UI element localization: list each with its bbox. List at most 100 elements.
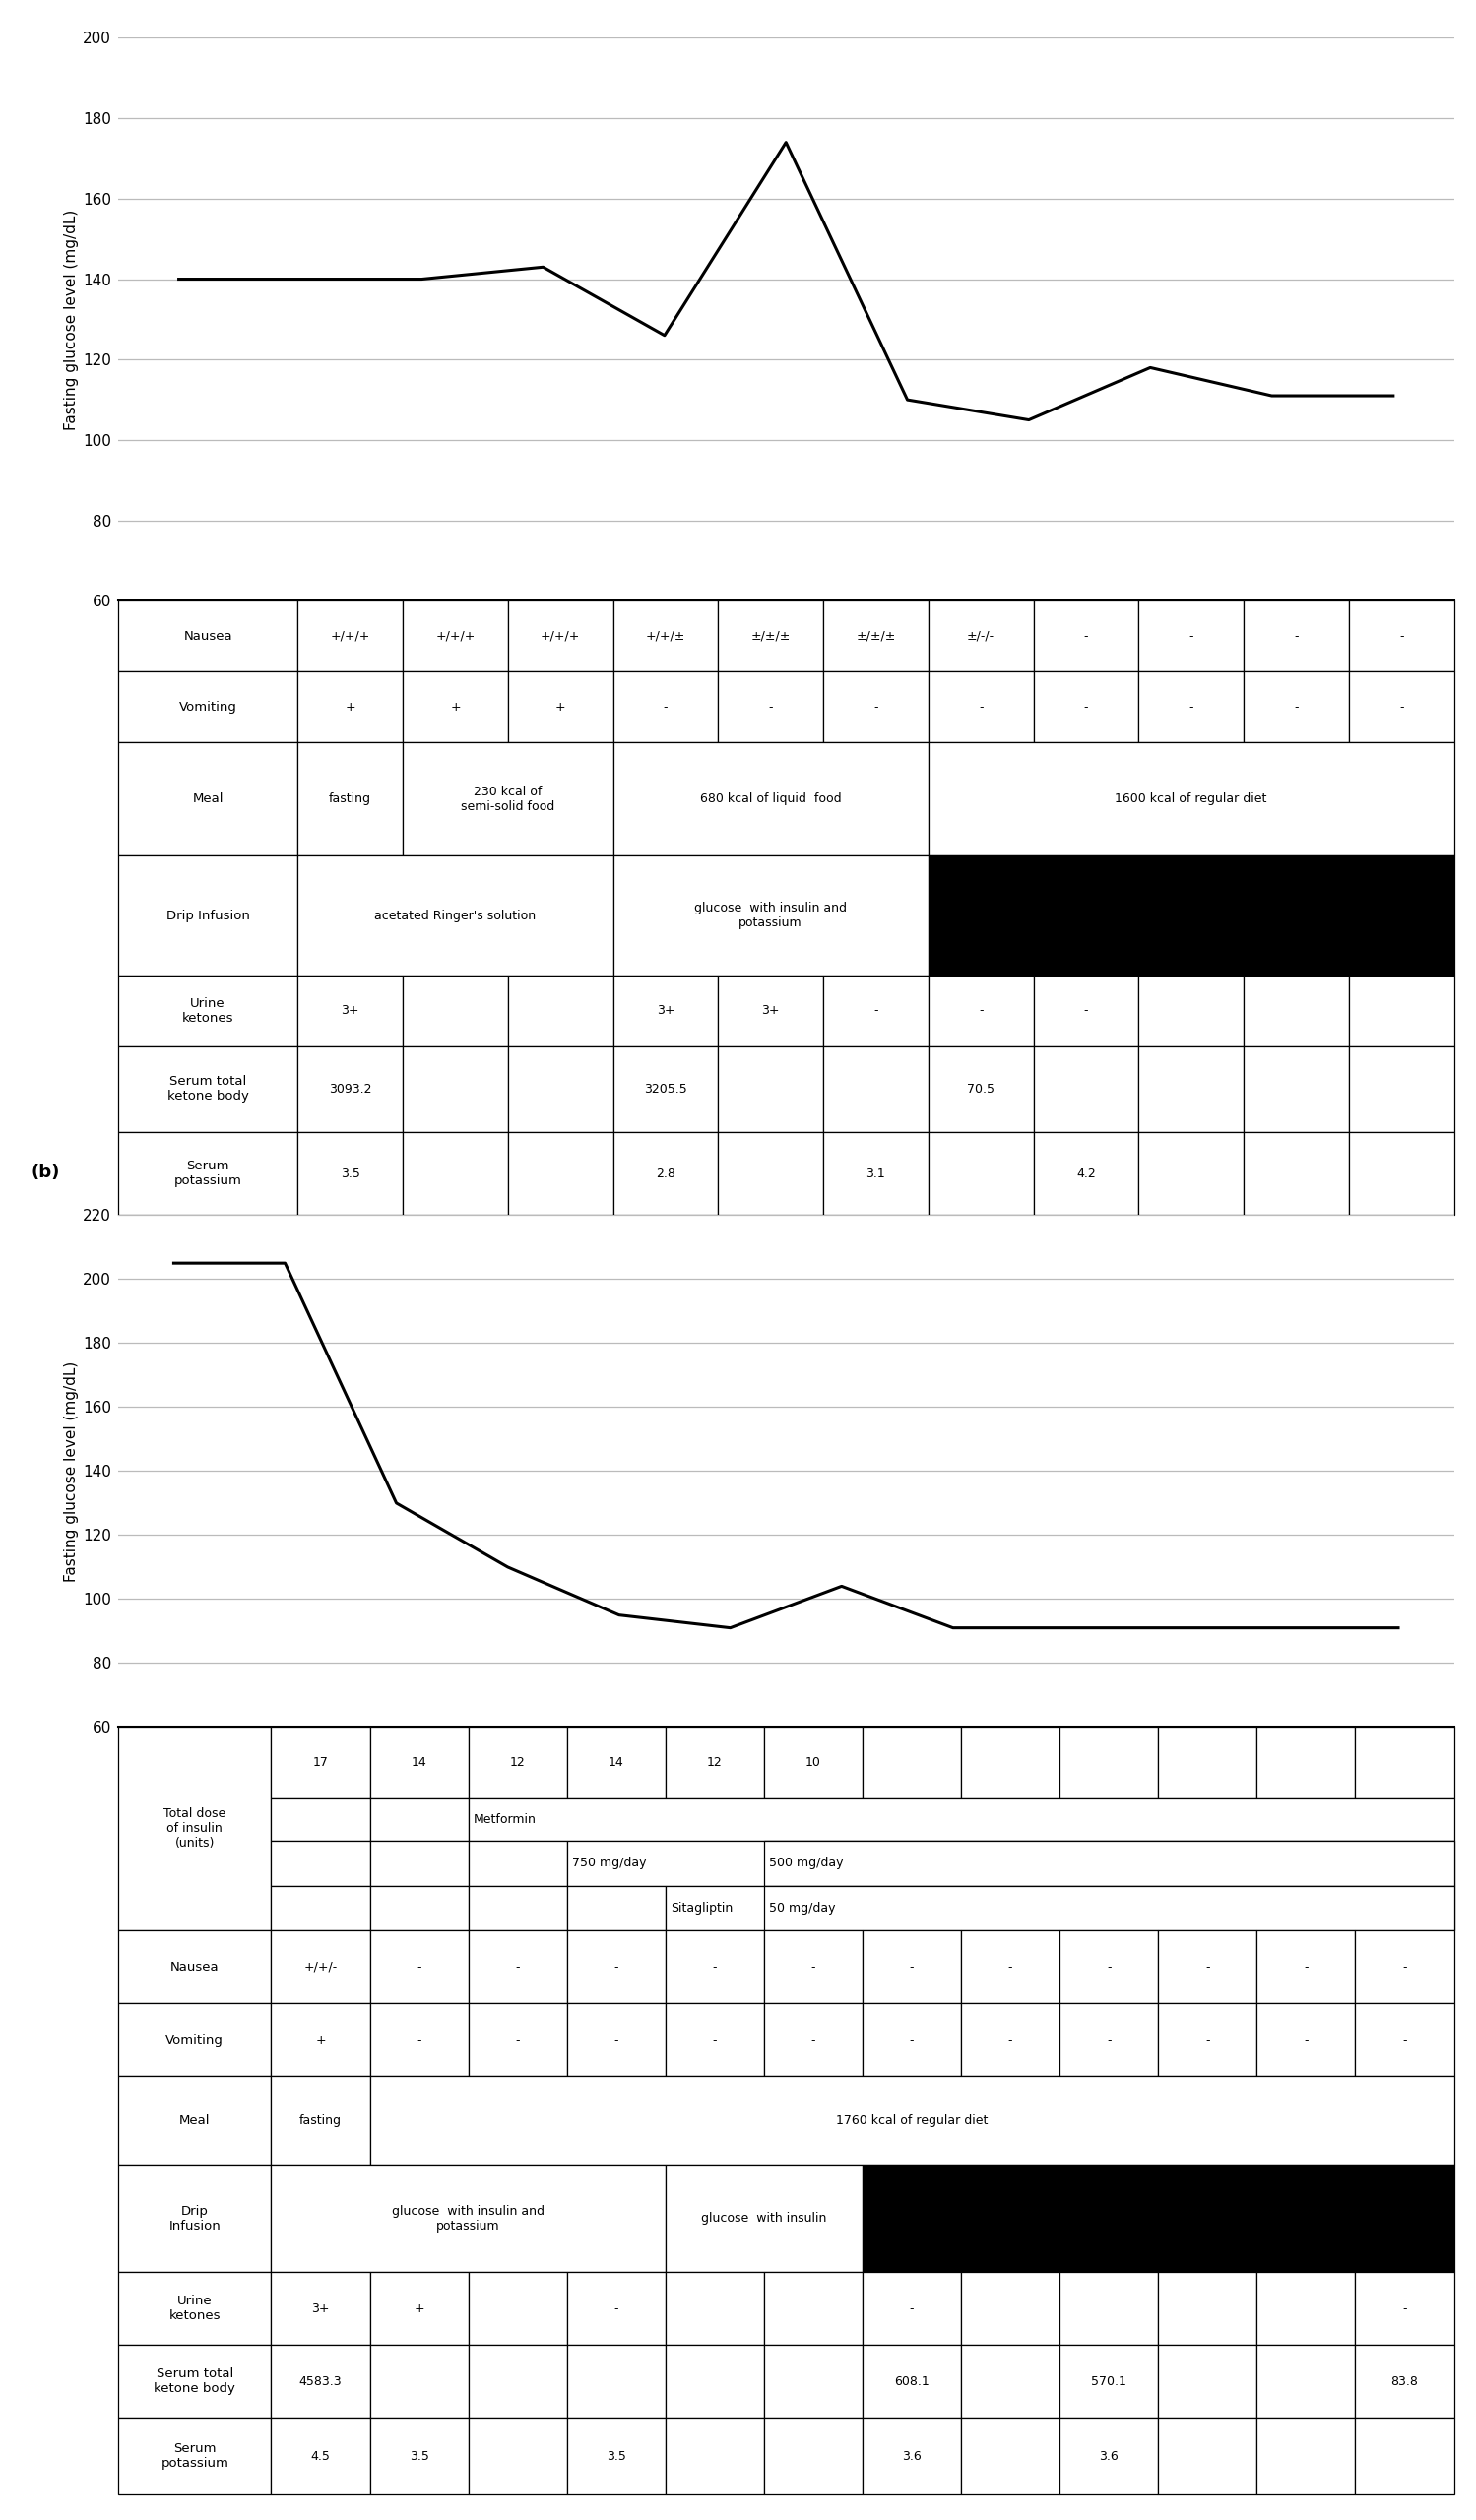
Bar	[1355, 2003, 1454, 2076]
Text: +: +	[413, 2303, 424, 2316]
Bar	[928, 975, 1033, 1046]
Text: +/+/+: +/+/+	[331, 630, 370, 643]
Bar	[1138, 600, 1244, 670]
Bar	[1060, 1726, 1159, 1799]
Bar	[862, 2165, 1454, 2273]
Text: Metformin: Metformin	[474, 1814, 537, 1827]
Text: 10: 10	[806, 1756, 821, 1769]
Bar	[272, 1799, 370, 1842]
Text: 3+: 3+	[762, 1005, 779, 1018]
Text: Sitagliptin: Sitagliptin	[670, 1903, 734, 1915]
Text: fasting: fasting	[300, 2114, 341, 2127]
Text: 230 kcal of
semi-solid food: 230 kcal of semi-solid food	[461, 786, 555, 814]
Text: -: -	[614, 2034, 618, 2046]
Bar	[765, 2003, 862, 2076]
Bar	[961, 1930, 1060, 2003]
Bar	[666, 2419, 765, 2495]
Bar	[666, 2003, 765, 2076]
Bar	[1159, 2003, 1256, 2076]
Text: ±/±/±: ±/±/±	[856, 630, 896, 643]
Bar	[118, 2346, 272, 2419]
Bar	[613, 670, 719, 741]
Bar	[298, 975, 403, 1046]
Bar	[370, 2346, 468, 2419]
Text: +: +	[450, 701, 461, 713]
Bar	[765, 1726, 862, 1799]
Bar	[370, 2003, 468, 2076]
Text: 70.5: 70.5	[967, 1084, 995, 1096]
Bar	[1033, 1046, 1138, 1131]
Bar	[824, 600, 928, 670]
Text: 3.5: 3.5	[607, 2449, 626, 2462]
Bar	[118, 600, 298, 670]
Bar	[298, 857, 613, 975]
Bar	[862, 1930, 961, 2003]
Text: Drip
Infusion: Drip Infusion	[168, 2205, 220, 2233]
Text: -: -	[416, 2034, 421, 2046]
Text: acetated Ringer's solution: acetated Ringer's solution	[375, 910, 536, 922]
Bar	[1244, 975, 1349, 1046]
Text: -: -	[909, 2034, 914, 2046]
Bar	[272, 1930, 370, 2003]
Bar	[928, 1046, 1033, 1131]
Bar	[508, 600, 613, 670]
Bar	[765, 1842, 1454, 1885]
Bar	[272, 2003, 370, 2076]
Text: 4.5: 4.5	[311, 2449, 331, 2462]
Text: 3+: 3+	[341, 1005, 359, 1018]
Text: -: -	[1107, 2034, 1111, 2046]
Text: -: -	[909, 2303, 914, 2316]
Text: -: -	[1399, 701, 1404, 713]
Bar	[719, 975, 824, 1046]
Bar	[118, 857, 298, 975]
Text: Nausea: Nausea	[183, 630, 232, 643]
Bar	[824, 975, 928, 1046]
Bar	[613, 741, 928, 857]
Bar	[1244, 1131, 1349, 1215]
Bar	[567, 2419, 666, 2495]
Bar	[298, 600, 403, 670]
Bar	[1138, 670, 1244, 741]
Text: Drip Infusion: Drip Infusion	[167, 910, 249, 922]
Text: 3.6: 3.6	[1100, 2449, 1119, 2462]
Text: 12: 12	[707, 1756, 722, 1769]
Text: Total dose
of insulin
(units): Total dose of insulin (units)	[164, 1807, 226, 1850]
Text: -: -	[1402, 1961, 1407, 1973]
Bar	[468, 2003, 567, 2076]
Text: -: -	[416, 1961, 421, 1973]
Text: +/+/±: +/+/±	[645, 630, 685, 643]
Bar	[1256, 2346, 1355, 2419]
Text: 500 mg/day: 500 mg/day	[769, 1857, 844, 1870]
Text: -: -	[1188, 630, 1193, 643]
Text: -: -	[1303, 2034, 1308, 2046]
Bar	[468, 1885, 567, 1930]
Bar	[862, 2273, 961, 2346]
Text: Serum total
ketone body: Serum total ketone body	[167, 1076, 248, 1104]
Text: -: -	[1107, 1961, 1111, 1973]
Bar	[118, 1131, 298, 1215]
Bar	[1349, 600, 1454, 670]
Bar	[961, 2273, 1060, 2346]
Bar	[961, 2419, 1060, 2495]
Bar	[567, 1885, 666, 1930]
Bar	[403, 975, 508, 1046]
Text: -: -	[1294, 630, 1299, 643]
Bar	[1033, 975, 1138, 1046]
Bar	[613, 1131, 719, 1215]
Bar	[613, 1046, 719, 1131]
Bar	[1138, 975, 1244, 1046]
Text: ±/±/±: ±/±/±	[751, 630, 791, 643]
Bar	[118, 2076, 272, 2165]
Text: -: -	[614, 2303, 618, 2316]
Bar	[508, 1046, 613, 1131]
Bar	[1060, 2273, 1159, 2346]
Text: -: -	[663, 701, 667, 713]
Bar	[508, 670, 613, 741]
Bar	[961, 2346, 1060, 2419]
Bar	[272, 2273, 370, 2346]
Bar	[118, 2419, 272, 2495]
Bar	[1244, 600, 1349, 670]
Bar	[613, 600, 719, 670]
Bar	[403, 600, 508, 670]
Bar	[1355, 1726, 1454, 1799]
